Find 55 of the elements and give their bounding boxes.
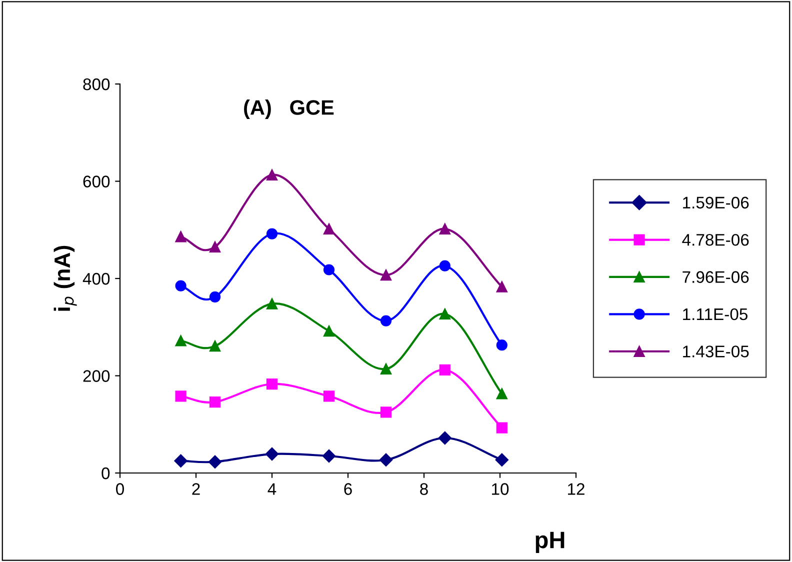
legend-label: 4.78E-06 <box>682 234 749 246</box>
point <box>379 453 393 466</box>
x-tick-label: 6 <box>344 483 352 495</box>
point <box>496 422 508 434</box>
point <box>380 315 392 326</box>
point <box>208 455 222 468</box>
point <box>265 447 279 461</box>
point <box>266 169 278 180</box>
x-tick-label: 2 <box>192 483 200 495</box>
legend-label: 1.43E-05 <box>683 346 749 358</box>
point <box>438 431 452 445</box>
point <box>175 280 186 292</box>
point <box>495 453 508 466</box>
point <box>175 390 186 402</box>
legend-label: 1.59E-06 <box>683 196 749 209</box>
x-tick-label: 10 <box>492 483 509 495</box>
point <box>380 363 392 374</box>
point <box>209 291 221 303</box>
point <box>323 264 335 276</box>
y-tick-label: 400 <box>82 272 110 285</box>
y-tick-label: 0 <box>102 467 110 480</box>
x-tick-label: 4 <box>268 483 276 495</box>
point <box>266 298 278 310</box>
point <box>266 228 278 240</box>
point <box>439 223 450 234</box>
point <box>439 308 450 320</box>
point <box>496 340 508 351</box>
y-tick-label: 600 <box>83 176 110 188</box>
point <box>209 241 221 252</box>
point <box>496 281 508 292</box>
point <box>322 449 336 463</box>
text: (A) GCE <box>244 100 334 119</box>
point <box>266 378 278 390</box>
legend-label: 7.96E-06 <box>682 271 749 283</box>
point <box>439 364 450 376</box>
point <box>323 390 335 402</box>
x-tick-label: 8 <box>420 483 428 495</box>
x-tick-label: 0 <box>116 483 124 495</box>
point <box>380 406 392 418</box>
point <box>496 388 508 400</box>
point <box>439 260 450 272</box>
point <box>380 270 392 281</box>
legend-label: 1.11E-05 <box>683 308 748 320</box>
x-tick-label: 12 <box>568 483 584 495</box>
point <box>175 231 186 242</box>
y-axis-title: i$_{p}$ (nA) <box>54 246 77 311</box>
point <box>174 454 188 468</box>
point <box>209 396 221 408</box>
point <box>175 335 186 346</box>
x-axis-title: pH <box>536 532 564 554</box>
y-tick-label: 800 <box>83 78 110 90</box>
point <box>323 325 335 337</box>
point <box>209 340 221 352</box>
point <box>323 223 335 234</box>
y-tick-label: 200 <box>83 370 110 382</box>
